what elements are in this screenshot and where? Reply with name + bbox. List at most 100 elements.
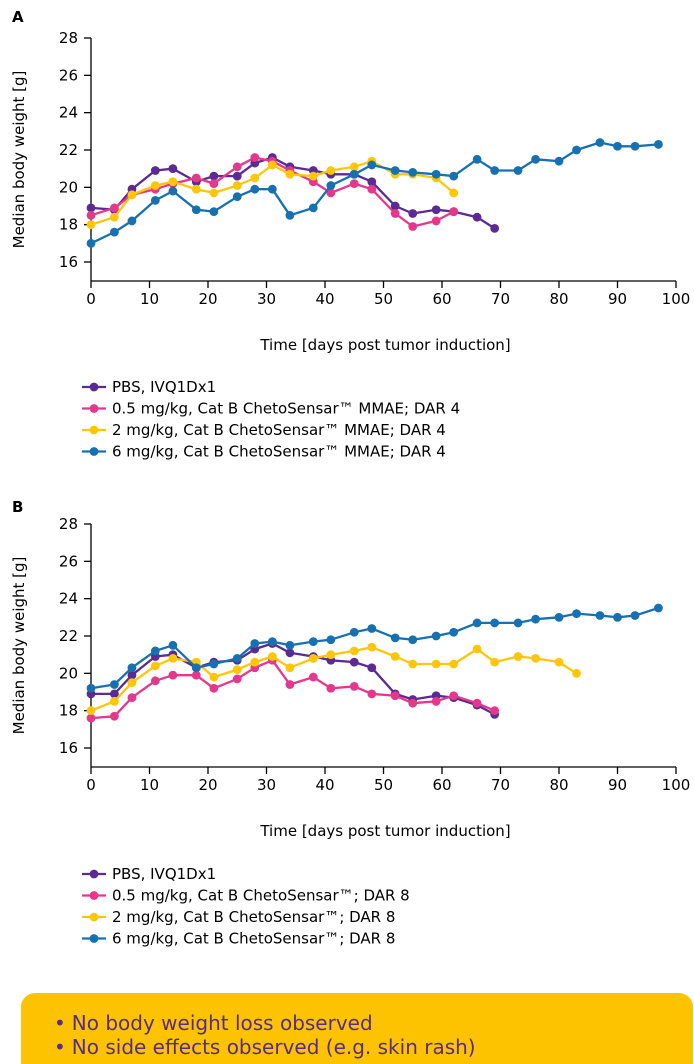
y-tick-label: 18 bbox=[59, 216, 78, 234]
data-point bbox=[168, 164, 178, 174]
x-tick-label: 30 bbox=[257, 776, 276, 794]
data-point bbox=[209, 171, 219, 181]
data-point bbox=[554, 612, 564, 622]
legend-swatch-marker bbox=[89, 934, 99, 943]
data-point bbox=[326, 166, 336, 175]
y-tick-label: 20 bbox=[59, 664, 78, 682]
data-point bbox=[431, 659, 441, 669]
chart-panel-b: B 16 18 20 22 24 26 28 0 10 20 30 40 50 60 70 80 90 100 Tim… bbox=[10, 498, 690, 948]
series-1 bbox=[86, 639, 500, 719]
data-point bbox=[326, 683, 336, 693]
x-axis-title: Time [days post tumor induction] bbox=[259, 822, 510, 840]
data-point bbox=[431, 216, 441, 226]
data-point bbox=[513, 618, 523, 628]
data-point bbox=[472, 154, 482, 164]
y-tick-label: 18 bbox=[59, 702, 78, 720]
data-point bbox=[554, 156, 564, 166]
data-point bbox=[630, 611, 640, 620]
legend-swatch-marker bbox=[89, 869, 99, 879]
legend-label: 6 mg/kg, Cat B ChetoSensar™; DAR 8 bbox=[112, 930, 395, 948]
data-point bbox=[367, 689, 377, 699]
x-tick-label: 90 bbox=[608, 776, 627, 794]
y-tick-label: 28 bbox=[59, 29, 78, 47]
data-point bbox=[86, 683, 96, 693]
data-point bbox=[110, 696, 119, 706]
data-point bbox=[127, 670, 137, 680]
data-point bbox=[285, 680, 295, 689]
data-point bbox=[232, 654, 242, 663]
data-point bbox=[150, 166, 160, 175]
legend-item: 0.5 mg/kg, Cat B ChetoSensar™ MMAE; DAR … bbox=[82, 400, 460, 418]
legend-item: 2 mg/kg, Cat B ChetoSensar™ MMAE; DAR 4 bbox=[82, 421, 446, 439]
data-point bbox=[408, 222, 418, 231]
x-tick-label: 10 bbox=[140, 290, 159, 308]
x-tick-label: 70 bbox=[491, 776, 510, 794]
data-point bbox=[531, 614, 540, 624]
data-point bbox=[367, 177, 377, 187]
data-point bbox=[168, 654, 178, 663]
legend-swatch-marker bbox=[89, 912, 99, 922]
data-point bbox=[472, 212, 482, 222]
data-point bbox=[191, 663, 201, 673]
x-tick-label: 80 bbox=[549, 290, 568, 308]
x-tick-label: 20 bbox=[198, 290, 217, 308]
data-point bbox=[431, 205, 441, 215]
data-point bbox=[349, 646, 359, 656]
data-point bbox=[367, 663, 377, 673]
data-point bbox=[168, 186, 178, 196]
y-tick-label: 26 bbox=[59, 552, 78, 570]
data-point bbox=[408, 659, 418, 669]
x-tick-label: 20 bbox=[198, 776, 217, 794]
data-point bbox=[191, 173, 201, 183]
legend-label: 0.5 mg/kg, Cat B ChetoSensar™; DAR 8 bbox=[112, 887, 410, 905]
x-tick-label: 100 bbox=[662, 290, 691, 308]
data-point bbox=[209, 188, 219, 198]
data-point bbox=[127, 678, 137, 688]
x-tick-label: 10 bbox=[140, 776, 159, 794]
data-point bbox=[250, 184, 260, 194]
callout-item: No side effects observed (e.g. skin rash… bbox=[54, 1035, 693, 1059]
data-point bbox=[490, 618, 500, 628]
data-point bbox=[408, 635, 418, 645]
series-3 bbox=[86, 642, 581, 716]
data-point bbox=[367, 184, 377, 194]
chart-panel-a: A 16 18 20 22 24 26 28 0 10 20 30 40 50 60 70 80 90 100 Tim… bbox=[10, 8, 690, 461]
data-point bbox=[232, 674, 242, 684]
x-tick-label: 0 bbox=[86, 290, 96, 308]
data-point bbox=[150, 646, 160, 656]
data-point bbox=[127, 663, 137, 673]
data-point bbox=[285, 663, 295, 673]
data-point bbox=[191, 670, 201, 680]
data-point bbox=[232, 192, 242, 202]
data-point bbox=[209, 683, 219, 693]
data-point bbox=[232, 171, 242, 181]
data-point bbox=[449, 691, 459, 701]
data-point bbox=[367, 642, 377, 652]
data-point bbox=[472, 698, 482, 708]
data-point bbox=[449, 659, 459, 669]
data-point bbox=[595, 138, 605, 147]
data-point bbox=[150, 661, 160, 671]
data-point bbox=[513, 166, 523, 175]
data-point bbox=[326, 188, 336, 198]
data-point bbox=[490, 657, 500, 667]
data-point bbox=[150, 181, 160, 190]
data-point bbox=[390, 166, 400, 175]
data-point bbox=[308, 637, 318, 646]
y-axis-title: Median body weight [g] bbox=[10, 71, 28, 249]
data-point bbox=[308, 672, 318, 682]
legend-label: PBS, IVQ1Dx1 bbox=[112, 865, 216, 883]
data-point bbox=[209, 179, 219, 189]
data-point bbox=[127, 216, 137, 226]
data-point bbox=[490, 166, 500, 175]
data-point bbox=[150, 676, 160, 686]
legend-item: 2 mg/kg, Cat B ChetoSensar™; DAR 8 bbox=[82, 908, 395, 926]
data-point bbox=[232, 181, 242, 190]
x-axis-title: Time [days post tumor induction] bbox=[259, 336, 510, 354]
y-tick-label: 16 bbox=[59, 739, 78, 757]
data-point bbox=[572, 668, 581, 678]
data-point bbox=[232, 665, 242, 674]
data-point bbox=[349, 179, 359, 189]
y-tick-label: 20 bbox=[59, 178, 78, 196]
y-tick-label: 22 bbox=[59, 627, 78, 645]
